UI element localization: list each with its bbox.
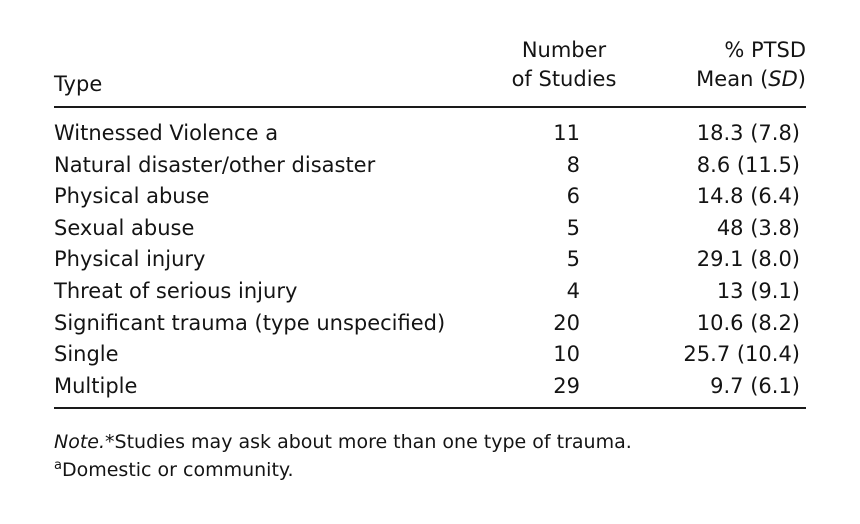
footnote-marker: a [54,458,62,473]
type-column-header: Type [54,72,103,96]
table-row: Physical injury 5 29.1 (8.0) [54,244,806,276]
number-cell: 10 [553,342,580,367]
table-row: Witnessed Violence a 11 18.3 (7.8) [54,118,806,150]
footnote-text: Domestic or community. [61,459,294,481]
pct-header-sd-close: ) [797,67,806,91]
type-cell: Multiple [54,373,138,398]
number-cell: 4 [566,278,580,303]
footnote-line: aDomestic or community. [54,456,632,484]
type-cell: Single [54,342,119,367]
pct-cell: 29.1 (8.0) [696,247,800,272]
pct-cell: 13 (9.1) [716,278,800,303]
pct-cell: 25.7 (10.4) [683,342,800,367]
number-cell: 5 [566,247,580,272]
table-row: Threat of serious injury 4 13 (9.1) [54,276,806,308]
type-cell: Threat of serious injury [54,278,298,303]
number-header-line1: Number [521,38,607,62]
table-row: Natural disaster/other disaster 8 8.6 (1… [54,150,806,182]
pct-cell: 48 (3.8) [716,215,800,240]
header-rule [54,106,806,108]
number-cell: 29 [553,373,580,398]
pct-column-header: % PTSD Mean (SD) [696,36,806,94]
table-notes: Note.*Studies may ask about more than on… [54,428,632,484]
pct-cell: 18.3 (7.8) [696,121,800,145]
footer-rule [54,407,806,410]
note-text: *Studies may ask about more than one typ… [105,431,632,453]
number-column-header: Number of Studies [508,36,620,94]
note-label: Note. [54,431,106,453]
pct-header-sd: SD [768,67,798,91]
pct-cell: 10.6 (8.2) [696,310,800,335]
pct-cell: 9.7 (6.1) [710,373,800,398]
table-row: Physical abuse 6 14.8 (6.4) [54,181,806,213]
table-row: Multiple 29 9.7 (6.1) [54,371,806,403]
table-row: Single 10 25.7 (10.4) [54,339,806,371]
pct-cell: 14.8 (6.4) [696,184,800,209]
pct-header-sd-open: ( [760,67,769,91]
pct-header-line2: Mean (SD) [696,65,806,94]
type-cell: Witnessed Violence a [54,121,279,145]
type-cell: Physical injury [54,247,206,272]
number-cell: 8 [566,152,580,177]
number-cell: 11 [553,121,580,145]
pct-header-line1: % PTSD [724,38,806,62]
pct-cell: 8.6 (11.5) [696,152,800,177]
table-header: Type Number of Studies % PTSD Mean (SD) [54,36,806,106]
type-cell: Natural disaster/other disaster [54,152,376,177]
type-cell: Physical abuse [54,184,210,209]
number-cell: 5 [566,215,580,240]
table-row: Sexual abuse 5 48 (3.8) [54,213,806,245]
number-cell: 20 [553,310,580,335]
table-row: Significant trauma (type unspecified) 20… [54,308,806,340]
table-body: Witnessed Violence a 11 18.3 (7.8) Natur… [54,108,806,407]
number-header-line2: of Studies [511,67,617,91]
ptsd-table: Type Number of Studies % PTSD Mean (SD) … [54,36,806,410]
number-cell: 6 [566,184,580,209]
type-cell: Significant trauma (type unspecified) [54,310,446,335]
type-cell: Sexual abuse [54,215,195,240]
note-line: Note.*Studies may ask about more than on… [54,428,632,456]
pct-header-mean: Mean [696,67,754,91]
